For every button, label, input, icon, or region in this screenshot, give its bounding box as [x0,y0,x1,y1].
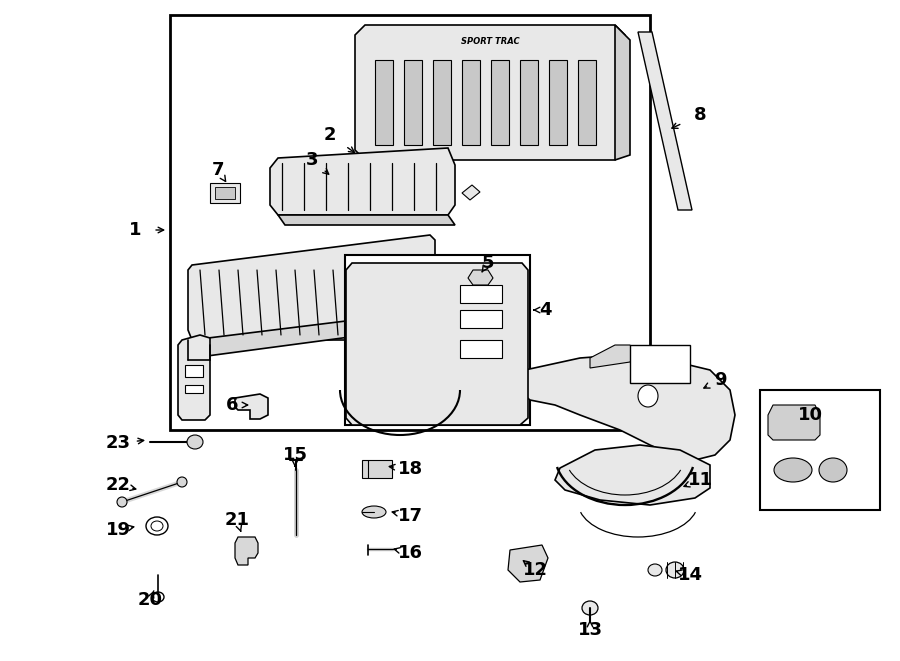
Text: 10: 10 [797,406,823,424]
Polygon shape [508,545,548,582]
Bar [170,15,650,430]
Text: 3: 3 [306,151,319,169]
Bar [433,60,451,145]
Text: 1: 1 [129,221,141,239]
Bar [460,285,502,303]
Bar [578,60,596,145]
Text: 6: 6 [226,396,239,414]
Bar [185,365,203,377]
Ellipse shape [117,497,127,507]
Bar [210,183,240,203]
Ellipse shape [187,435,203,449]
Bar [760,390,880,510]
Polygon shape [188,310,440,358]
Bar [520,60,538,145]
Text: 8: 8 [694,106,706,124]
Text: 13: 13 [578,621,602,639]
Bar [460,310,502,328]
Text: 4: 4 [539,301,551,319]
Text: SPORT TRAC: SPORT TRAC [461,38,519,46]
Ellipse shape [638,385,658,407]
Polygon shape [615,25,630,160]
Text: 2: 2 [324,126,337,144]
Text: 9: 9 [714,371,726,389]
Bar [362,460,392,478]
Text: 23: 23 [105,434,130,452]
Polygon shape [462,185,480,200]
Ellipse shape [648,564,662,576]
Ellipse shape [582,601,598,615]
Bar [549,60,567,145]
Bar [345,255,530,425]
Polygon shape [518,355,735,460]
Text: 18: 18 [398,460,423,478]
Bar [630,345,690,383]
Ellipse shape [666,562,684,578]
Polygon shape [346,263,528,425]
Text: 20: 20 [138,591,163,609]
Polygon shape [188,235,435,340]
Ellipse shape [819,458,847,482]
Ellipse shape [774,458,812,482]
Bar [491,60,509,145]
Polygon shape [235,537,258,565]
Polygon shape [355,25,625,160]
Polygon shape [590,345,635,368]
Text: 11: 11 [688,471,713,489]
Polygon shape [768,405,820,440]
Bar [185,385,203,393]
Bar [375,60,393,145]
Bar [215,187,235,199]
Ellipse shape [177,477,187,487]
Text: 14: 14 [678,566,703,584]
Text: 21: 21 [224,511,249,529]
Polygon shape [178,335,210,420]
Bar [460,340,502,358]
Bar [462,60,480,145]
Text: 15: 15 [283,446,308,464]
Polygon shape [555,445,710,505]
Text: 7: 7 [212,161,224,179]
Polygon shape [638,32,692,210]
Text: 17: 17 [398,507,422,525]
Text: 12: 12 [523,561,547,579]
Polygon shape [278,215,455,225]
Polygon shape [270,148,455,215]
Polygon shape [235,394,268,419]
Text: 5: 5 [482,254,494,272]
Text: 16: 16 [398,544,422,562]
Text: 22: 22 [105,476,130,494]
Polygon shape [468,270,493,285]
Text: 19: 19 [105,521,130,539]
Bar [404,60,422,145]
Ellipse shape [362,506,386,518]
